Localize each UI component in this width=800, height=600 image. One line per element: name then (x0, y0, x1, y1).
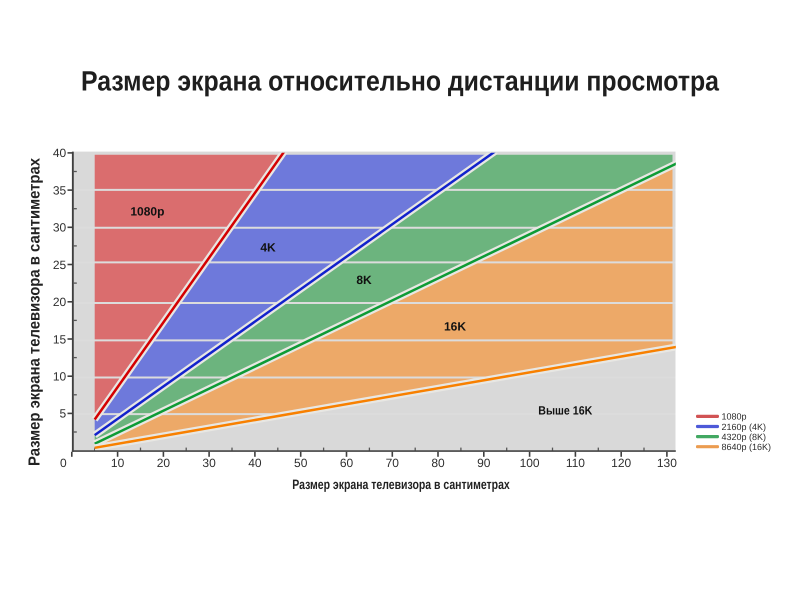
svg-text:4K: 4K (260, 240, 276, 254)
svg-text:10: 10 (111, 456, 125, 470)
svg-text:110: 110 (566, 456, 585, 470)
svg-text:Размер экрана телевизора в сан: Размер экрана телевизора в сантиметрах (292, 477, 510, 492)
svg-text:Размер экрана относительно дис: Размер экрана относительно дистанции про… (81, 66, 719, 97)
svg-text:8K: 8K (356, 273, 372, 287)
svg-text:60: 60 (340, 456, 354, 470)
svg-text:30: 30 (202, 456, 216, 470)
svg-text:50: 50 (294, 456, 308, 470)
svg-text:25: 25 (53, 258, 67, 272)
svg-text:15: 15 (53, 332, 67, 346)
svg-text:5: 5 (60, 407, 67, 421)
svg-text:8640p (16K): 8640p (16K) (722, 442, 772, 452)
svg-text:2160p (4K): 2160p (4K) (722, 422, 767, 432)
svg-text:35: 35 (53, 183, 67, 197)
svg-text:90: 90 (477, 456, 491, 470)
svg-text:120: 120 (611, 456, 631, 470)
svg-text:0: 0 (60, 456, 67, 470)
svg-text:20: 20 (157, 456, 171, 470)
svg-text:1080p: 1080p (130, 205, 164, 219)
svg-text:130: 130 (657, 456, 677, 470)
svg-text:Выше 16K: Выше 16K (538, 404, 592, 418)
svg-text:80: 80 (431, 456, 445, 470)
svg-text:70: 70 (386, 456, 400, 470)
svg-text:30: 30 (53, 221, 67, 235)
svg-text:40: 40 (53, 146, 67, 160)
svg-text:4320p (8K): 4320p (8K) (722, 432, 767, 442)
svg-text:16K: 16K (444, 319, 466, 333)
svg-text:1080p: 1080p (722, 412, 747, 422)
svg-text:100: 100 (520, 456, 540, 470)
svg-text:10: 10 (53, 370, 67, 384)
svg-text:20: 20 (53, 295, 67, 309)
svg-text:40: 40 (248, 456, 262, 470)
svg-text:Размер экрана телевизора в сан: Размер экрана телевизора в сантиметрах (26, 158, 43, 466)
